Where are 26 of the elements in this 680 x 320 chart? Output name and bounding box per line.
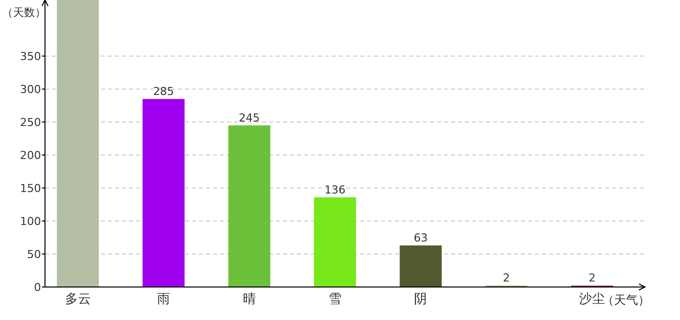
data-label: 136 — [324, 183, 346, 196]
y-tick-label: 50 — [27, 248, 41, 262]
bar — [314, 197, 356, 287]
x-tick-label: 雨 — [157, 292, 170, 307]
x-tick-label: 雪 — [328, 292, 342, 307]
bar — [142, 98, 185, 287]
y-tick-label: 250 — [20, 116, 41, 130]
y-tick-label: 0 — [34, 281, 41, 294]
y-tick-label: 350 — [20, 50, 41, 64]
data-label: 63 — [414, 231, 428, 244]
bar — [400, 245, 442, 287]
data-label: 2 — [502, 272, 510, 285]
data-label: 245 — [238, 111, 260, 124]
y-tick-label: 300 — [20, 83, 41, 96]
y-axis-title: （天数） — [2, 6, 46, 19]
bar — [228, 125, 270, 287]
x-tick-label: 晴 — [242, 292, 256, 307]
x-tick-label: 多云 — [64, 292, 91, 307]
y-tick-label: 100 — [20, 215, 41, 228]
data-label: 2 — [588, 272, 596, 285]
x-tick-label: 沙尘 — [579, 292, 606, 307]
y-tick-label: 200 — [20, 149, 41, 162]
data-label: 285 — [153, 84, 174, 98]
y-tick-label: 150 — [20, 182, 41, 196]
x-tick-label: 阴 — [414, 292, 428, 307]
bar — [56, 0, 99, 287]
